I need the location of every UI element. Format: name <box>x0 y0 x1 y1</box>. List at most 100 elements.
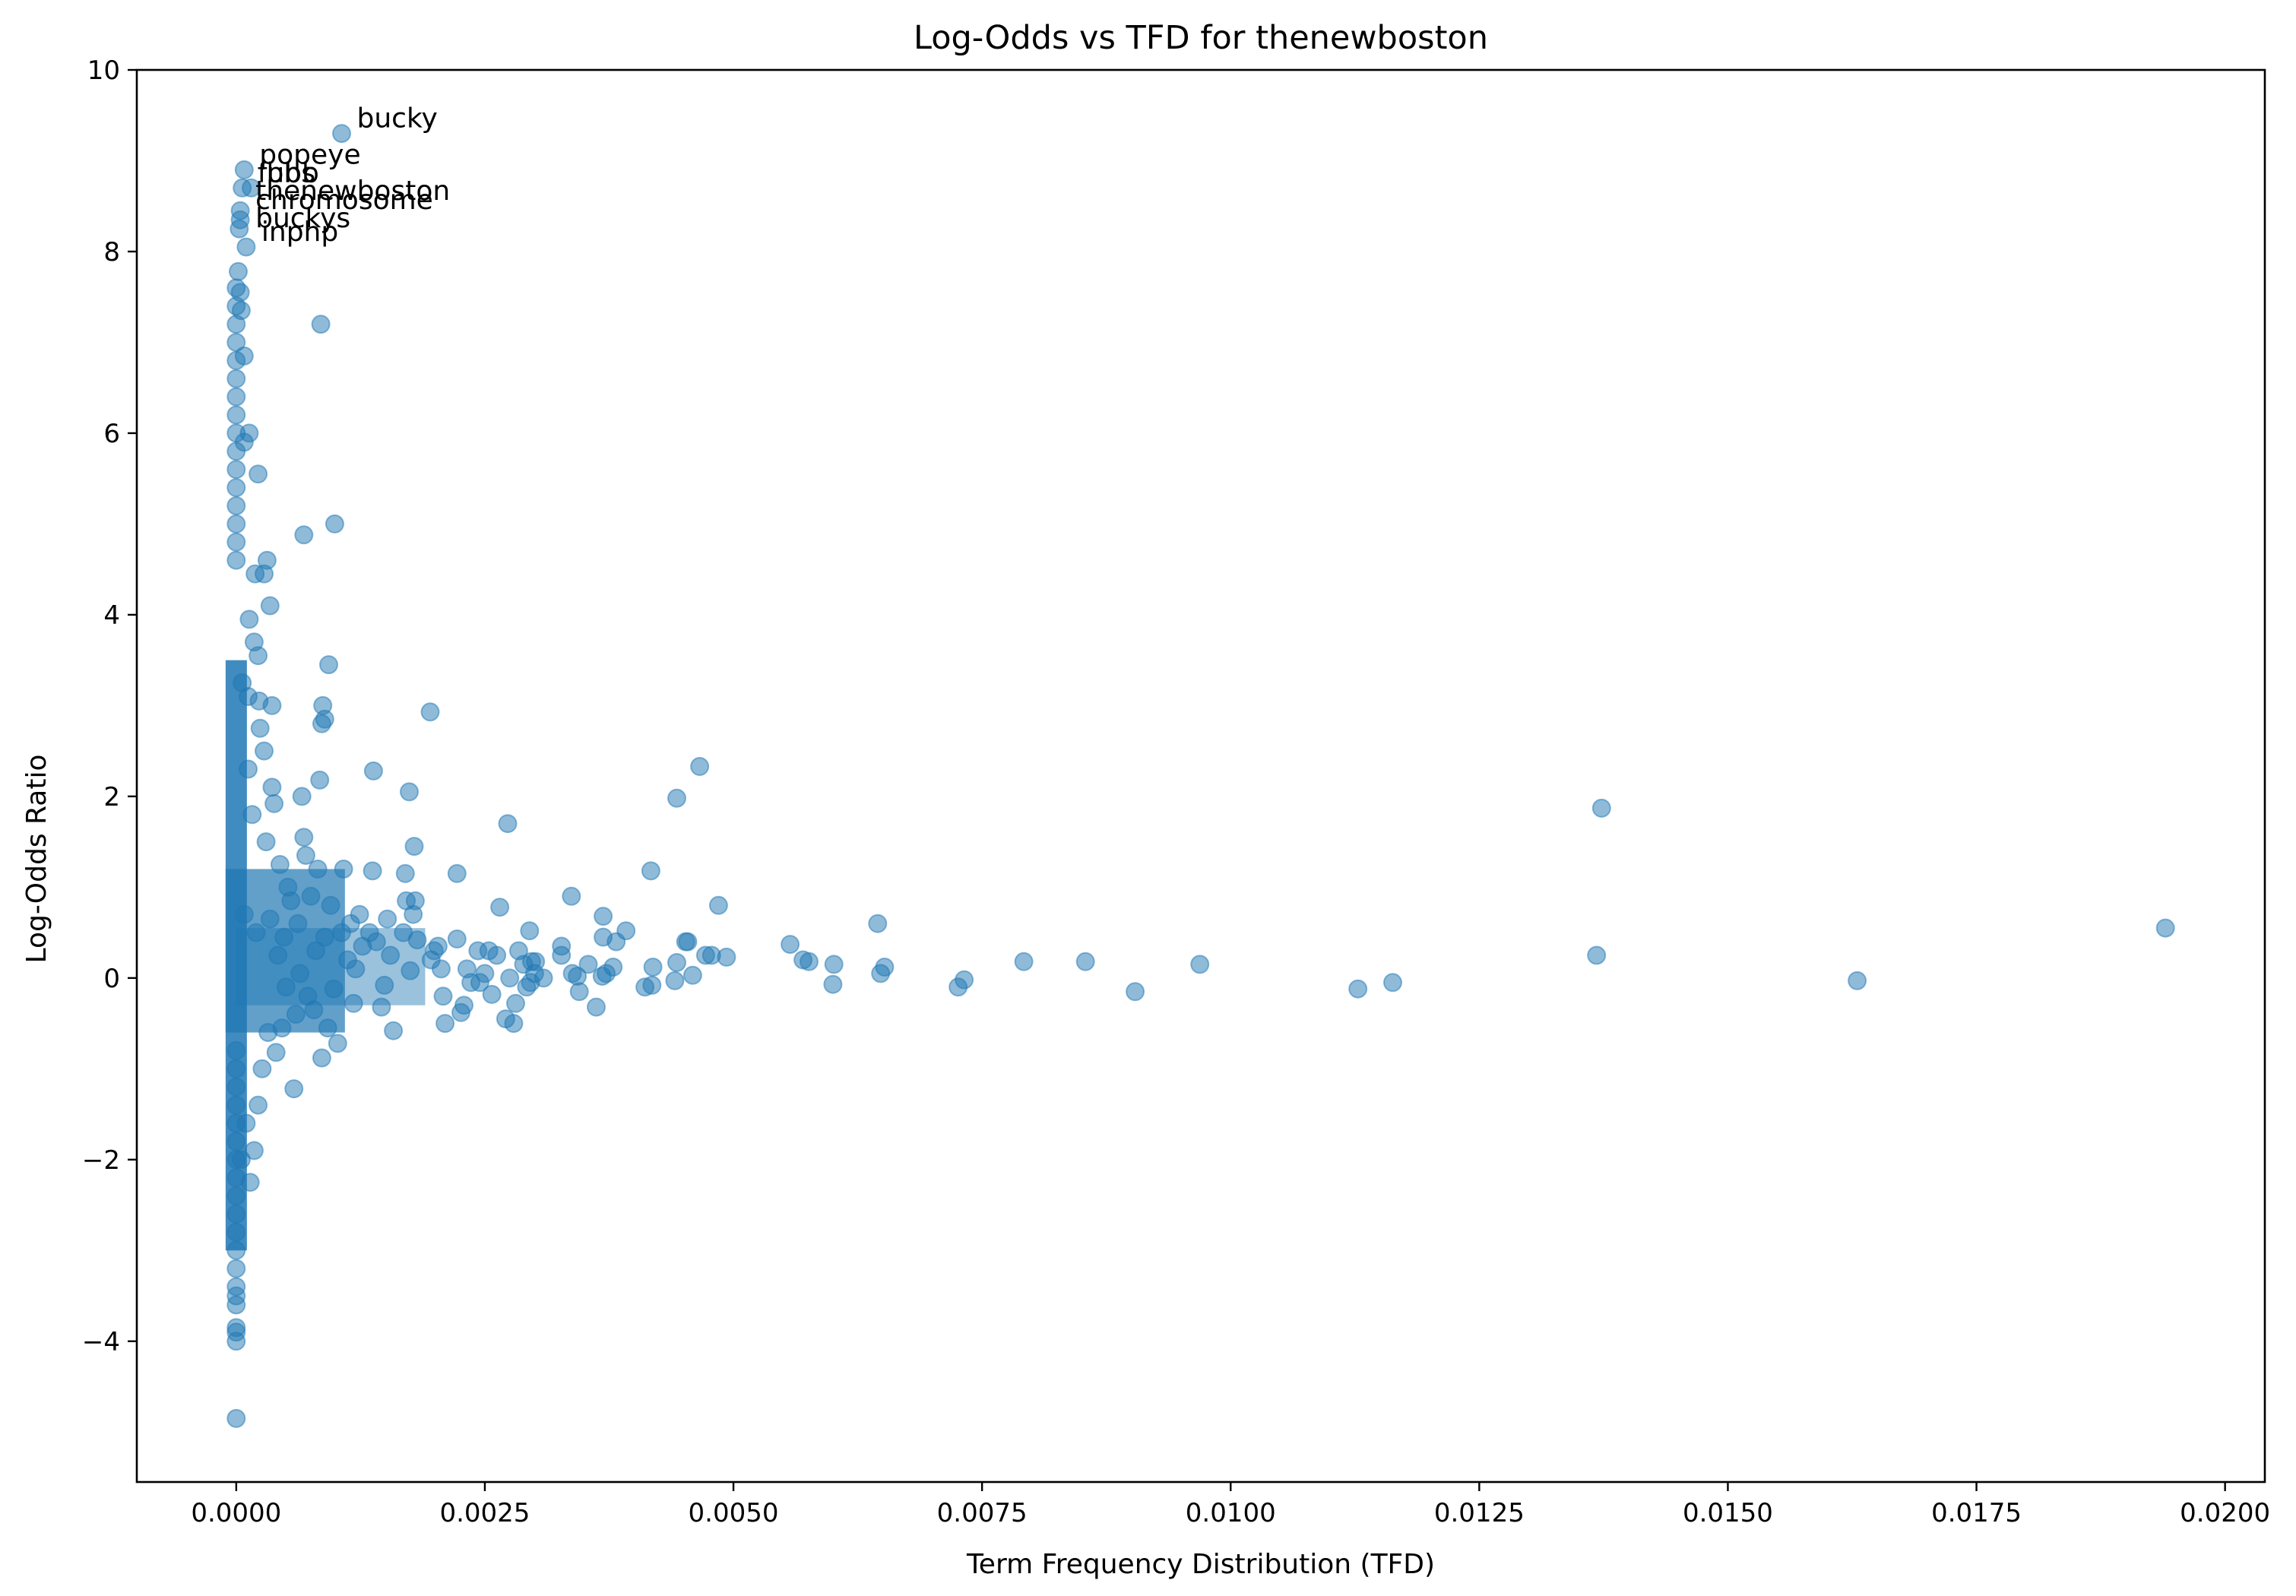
data-point <box>824 955 844 974</box>
data-point <box>594 927 613 947</box>
y-tick-label: −2 <box>82 1145 120 1176</box>
y-tick-label: −4 <box>82 1327 120 1357</box>
data-point <box>594 907 613 926</box>
dense-cluster-core <box>225 869 345 1033</box>
x-tick-label: 0.0100 <box>1186 1498 1276 1528</box>
data-point <box>226 1318 246 1338</box>
data-point <box>249 1095 268 1115</box>
data-point <box>315 709 334 729</box>
data-point <box>587 997 606 1017</box>
data-point <box>395 863 415 883</box>
data-point <box>420 702 440 722</box>
data-point <box>823 974 843 994</box>
x-tick-label: 0.0125 <box>1434 1498 1525 1528</box>
annotations-layer: bucky popeyefubbbbsthenewbostonchromosome… <box>255 103 450 248</box>
data-point <box>229 261 248 281</box>
data-point <box>234 346 254 366</box>
data-point <box>948 977 968 997</box>
axes-layer: 0.0000 0.0025 0.0050 0.0075 0.0100 0.0125 0.01… <box>82 55 2270 1528</box>
point-annotation: buckys <box>255 203 350 234</box>
data-point <box>435 1014 455 1034</box>
data-point <box>1848 971 1867 990</box>
data-point <box>264 793 284 813</box>
x-axis-label: Term Frequency Distribution (TFD) <box>966 1549 1435 1580</box>
x-tick-label: 0.0000 <box>191 1498 281 1528</box>
data-point <box>245 564 265 584</box>
data-point <box>226 423 246 443</box>
data-point <box>447 929 467 948</box>
point-annotation: popeye <box>259 139 360 170</box>
data-point <box>400 782 419 802</box>
y-tick-label: 4 <box>103 600 120 631</box>
data-point <box>433 986 453 1006</box>
data-point <box>319 655 338 675</box>
data-point <box>226 442 246 461</box>
data-point <box>226 1259 246 1278</box>
x-tick-label: 0.0075 <box>937 1498 1028 1528</box>
data-point <box>868 914 888 933</box>
data-point <box>592 967 612 986</box>
data-point <box>332 124 351 144</box>
x-tick-label: 0.0200 <box>2180 1498 2270 1528</box>
data-point <box>506 993 525 1013</box>
data-point <box>1014 952 1034 971</box>
data-point <box>562 886 581 906</box>
x-tick-label: 0.0025 <box>439 1498 530 1528</box>
data-point <box>226 1277 246 1297</box>
data-point <box>871 964 891 983</box>
data-point <box>635 977 655 997</box>
y-tick-label: 8 <box>103 237 120 268</box>
point-annotation: inphp <box>261 217 338 248</box>
data-point <box>378 909 397 929</box>
data-point <box>1075 952 1095 971</box>
data-point <box>457 959 477 979</box>
data-point <box>266 1043 286 1062</box>
data-point <box>312 1048 331 1068</box>
chart-title: Log-Odds vs TFD for thenewboston <box>914 19 1488 57</box>
data-point <box>401 961 420 980</box>
data-point <box>242 178 261 198</box>
data-point <box>1348 979 1368 999</box>
data-point <box>781 935 800 955</box>
data-point <box>667 953 686 972</box>
data-point <box>252 1059 272 1078</box>
point-annotation: bbs <box>267 157 315 188</box>
data-point <box>328 1034 347 1053</box>
data-point <box>498 814 518 834</box>
data-point <box>468 941 488 961</box>
data-point <box>500 968 520 988</box>
data-point <box>234 160 254 179</box>
data-point <box>520 921 540 941</box>
data-point <box>325 514 344 534</box>
data-point <box>353 936 372 956</box>
data-point <box>236 237 256 257</box>
x-tick-label: 0.0050 <box>689 1498 779 1528</box>
y-tick-label: 10 <box>87 55 120 86</box>
data-point <box>793 950 813 970</box>
data-point <box>682 965 702 985</box>
data-point <box>665 971 685 990</box>
plot-frame <box>135 68 2266 1484</box>
data-point <box>296 846 315 865</box>
data-point <box>490 898 510 917</box>
data-point <box>667 788 686 808</box>
data-point <box>381 945 401 965</box>
data-point <box>1591 798 1611 818</box>
x-tick-label: 0.0150 <box>1683 1498 1773 1528</box>
data-point <box>508 941 528 961</box>
y-tick-label: 6 <box>103 419 120 449</box>
data-point <box>447 863 467 883</box>
data-point <box>690 757 710 776</box>
data-point <box>226 550 246 570</box>
dense-cluster-layer <box>225 660 426 1251</box>
data-point <box>496 1009 515 1029</box>
data-point <box>1190 955 1210 974</box>
y-tick-label: 2 <box>103 782 120 812</box>
data-point <box>231 301 251 321</box>
y-axis-label: Log-Odds Ratio <box>21 755 52 964</box>
data-point <box>230 283 250 302</box>
data-point <box>226 405 246 425</box>
data-point <box>372 997 391 1017</box>
